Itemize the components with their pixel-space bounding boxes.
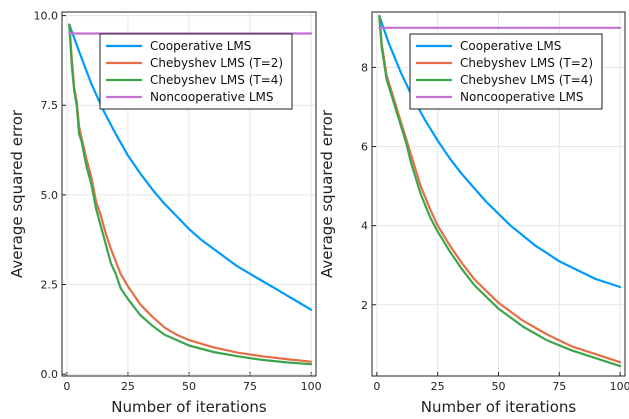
x-axis-label: Number of iterations — [111, 398, 267, 416]
x-tick-label: 50 — [182, 380, 196, 393]
series-line-2 — [378, 14, 622, 364]
y-axis-label: Average squared error — [318, 109, 336, 278]
legend: Cooperative LMS Chebyshev LMS (T=2) Chebys… — [99, 33, 293, 110]
legend-entry: Noncooperative LMS — [460, 90, 584, 104]
y-tick-label: 0.0 — [41, 368, 59, 381]
plot-border — [61, 11, 317, 377]
legend-entry: Chebyshev LMS (T=2) — [150, 56, 283, 70]
x-axis-label: Number of iterations — [421, 398, 577, 416]
y-tick-label: 7.5 — [41, 99, 59, 112]
x-tick-label: 75 — [243, 380, 257, 393]
y-tick-label: 10.0 — [34, 10, 59, 23]
series-line-3 — [68, 23, 313, 366]
chart-panel-2: 0 25 50 75 100 2 4 6 8 Number of iterations Averag… — [318, 11, 629, 416]
series-line-3 — [378, 14, 622, 368]
x-tick-label: 50 — [492, 380, 506, 393]
plot-border — [371, 11, 626, 377]
y-tick-label: 4 — [361, 220, 368, 233]
x-tick-label: 75 — [552, 380, 566, 393]
y-tick-label: 5.0 — [41, 189, 59, 202]
x-tick-label: 0 — [63, 380, 70, 393]
y-tick-label: 8 — [361, 61, 368, 74]
y-tick-label: 2 — [361, 299, 368, 312]
x-tick-label: 25 — [431, 380, 445, 393]
legend-entry: Cooperative LMS — [460, 39, 561, 53]
y-tick-label: 6 — [361, 141, 368, 154]
legend-entry: Chebyshev LMS (T=4) — [150, 73, 283, 87]
legend: Cooperative LMS Chebyshev LMS (T=2) Chebys… — [409, 33, 603, 110]
x-tick-label: 100 — [301, 380, 322, 393]
x-tick-label: 100 — [610, 380, 629, 393]
x-tick-label: 0 — [373, 380, 380, 393]
legend-entry: Chebyshev LMS (T=2) — [460, 56, 593, 70]
legend-entry: Noncooperative LMS — [150, 90, 274, 104]
chart-panel-1: 0 25 50 75 100 0.0 2.5 5.0 7.5 10.0 Number of iter… — [8, 10, 322, 416]
x-tick-label: 25 — [121, 380, 135, 393]
y-axis-label: Average squared error — [8, 109, 26, 278]
y-tick-label: 2.5 — [41, 279, 59, 292]
series-line-1 — [68, 23, 313, 311]
legend-entry: Cooperative LMS — [150, 39, 251, 53]
legend-entry: Chebyshev LMS (T=4) — [460, 73, 593, 87]
